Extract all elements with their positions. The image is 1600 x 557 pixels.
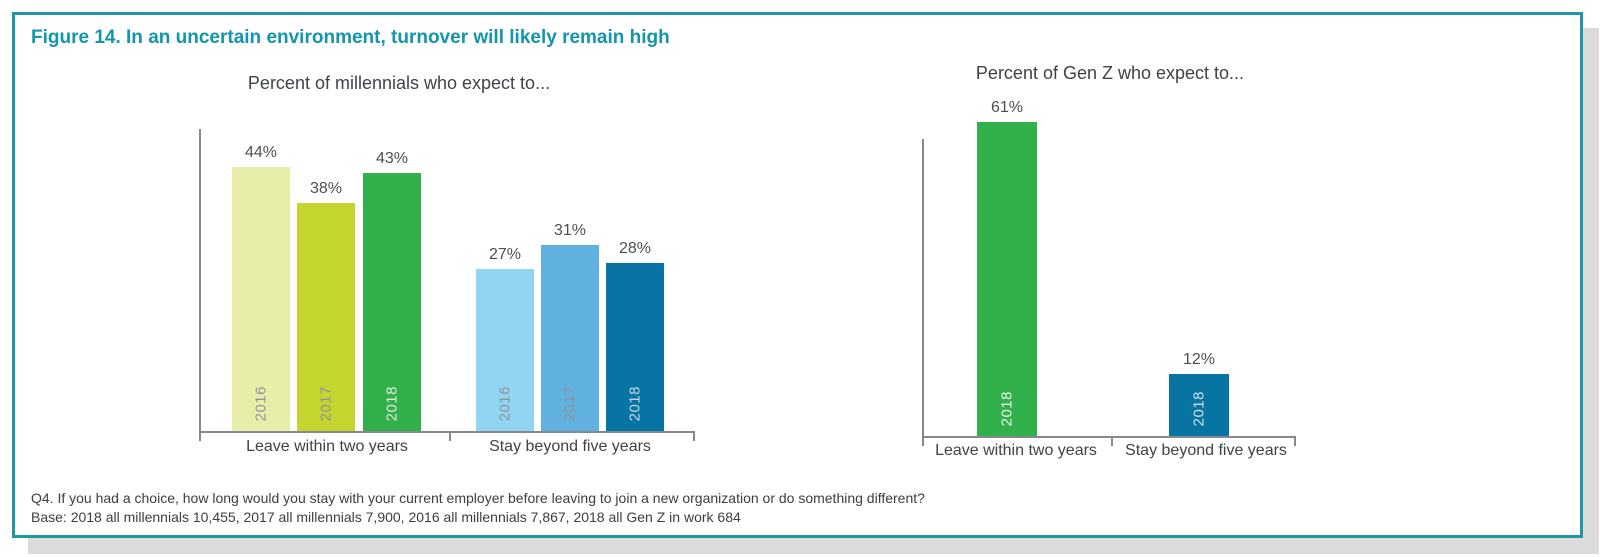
y-axis [922,139,924,436]
bar-value-label: 43% [375,150,409,167]
category-label: Stay beyond five years [489,438,651,455]
bar-value-label: 61% [990,99,1024,116]
bar: 2016 [232,167,290,431]
category-label: Stay beyond five years [1125,442,1287,459]
bar: 2016 [476,269,534,431]
axis-tick [922,436,924,446]
footnote: Q4. If you had a choice, how long would … [31,489,925,527]
bar-year-label: 2018 [1190,390,1208,426]
bar-year-label: 2016 [496,385,514,421]
category-label: Leave within two years [246,438,408,455]
bar-year-label: 2017 [317,385,335,421]
bar-value-label: 28% [618,240,652,257]
millennials-chart-title: Percent of millennials who expect to... [247,73,551,93]
axis-tick [1294,436,1296,446]
bar-value-label: 27% [488,246,522,263]
figure-panel: Figure 14. In an uncertain environment, … [12,12,1583,538]
x-axis [199,431,695,433]
bar-year-label: 2017 [561,385,579,421]
bar: 2018 [1169,374,1229,436]
bar-year-label: 2018 [626,385,644,421]
bar-value-label: 12% [1182,351,1216,368]
axis-tick [1111,436,1113,446]
bar-value-label: 44% [244,144,278,161]
genz-chart-title: Percent of Gen Z who expect to... [975,63,1245,83]
x-axis [922,436,1296,438]
bar-year-label: 2016 [252,385,270,421]
axis-tick [449,431,451,441]
footnote-base: Base: 2018 all millennials 10,455, 2017 … [31,509,741,525]
axis-tick [199,431,201,441]
bar-value-label: 38% [309,180,343,197]
bar-value-label: 31% [553,222,587,239]
y-axis [199,129,201,431]
bar-year-label: 2018 [383,385,401,421]
axis-tick [693,431,695,441]
bar-year-label: 2018 [998,390,1016,426]
bar: 2018 [363,173,421,431]
bar: 2018 [977,122,1037,436]
category-label: Leave within two years [935,442,1097,459]
footnote-question: Q4. If you had a choice, how long would … [31,490,925,506]
bar: 2018 [606,263,664,431]
figure-title: Figure 14. In an uncertain environment, … [31,27,670,48]
bar: 2017 [541,245,599,431]
bar: 2017 [297,203,355,431]
